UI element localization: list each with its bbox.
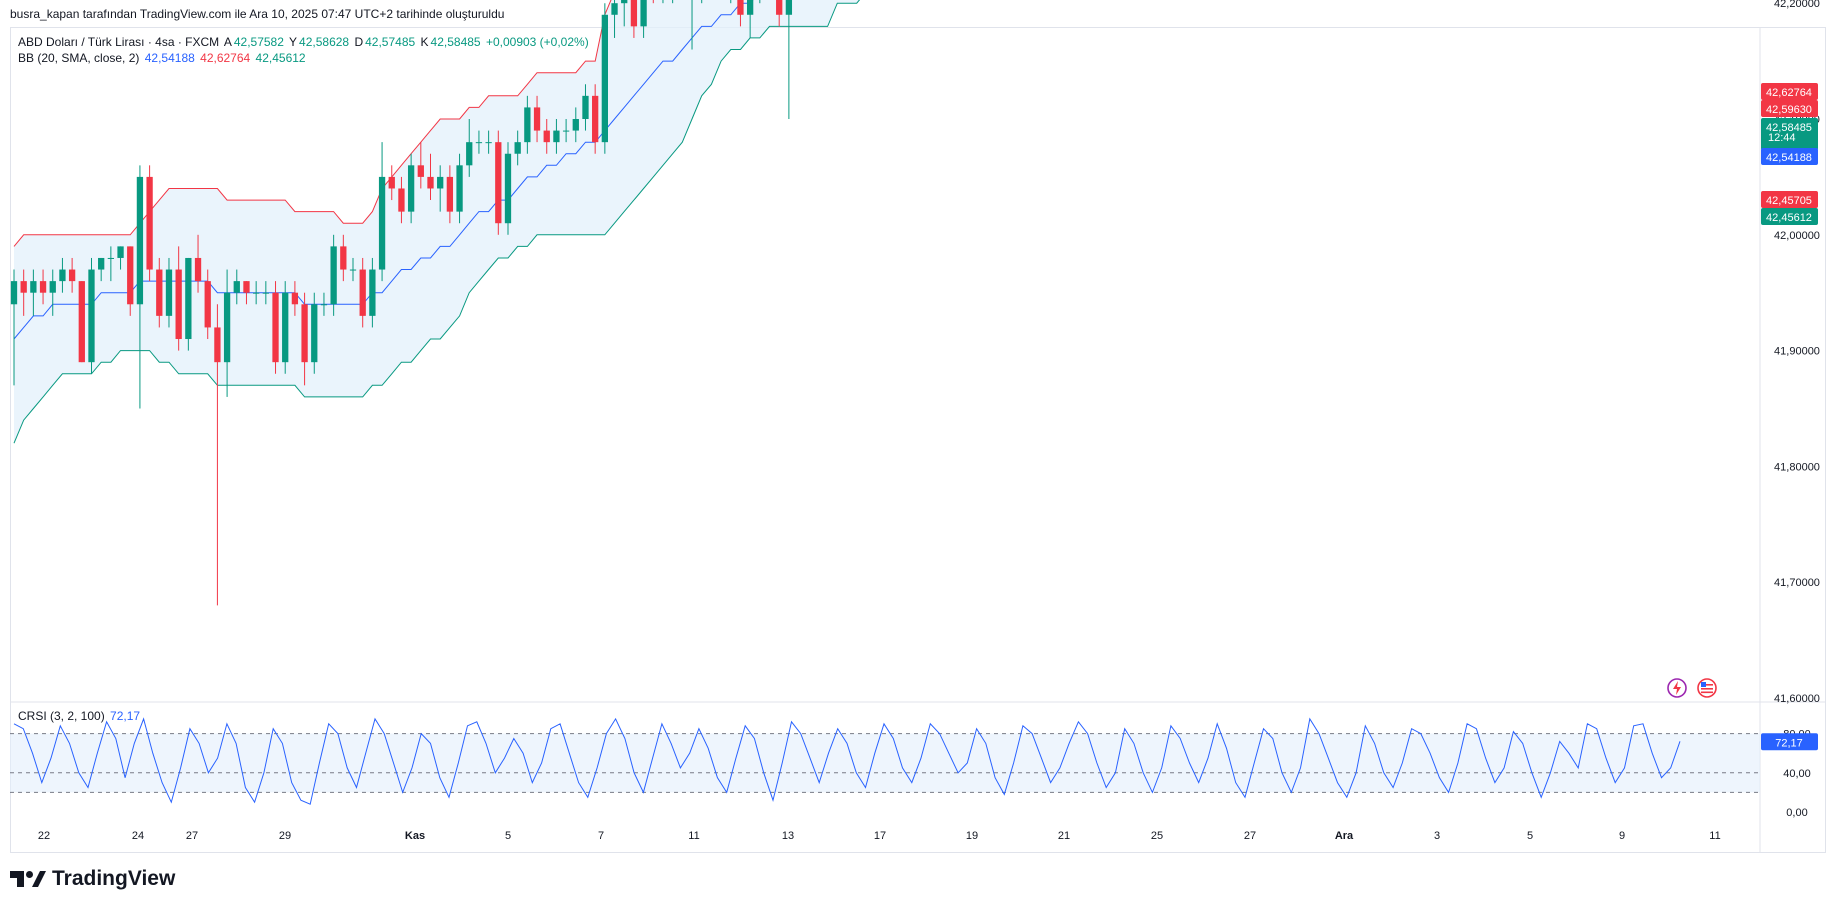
tradingview-logo-icon: [10, 871, 46, 887]
high-value: 42,58628: [299, 35, 350, 49]
symbol-name[interactable]: ABD Doları / Türk Lirası · 4sa · FXCM: [18, 35, 220, 49]
close-value: 42,58485: [430, 35, 481, 49]
candle-body: [776, 0, 783, 15]
crsi-legend: CRSI (3, 2, 100) 72,17: [18, 709, 142, 723]
tradingview-wordmark: TradingView: [52, 867, 176, 890]
chart-caption: busra_kapan tarafından TradingView.com i…: [10, 7, 505, 21]
candle-body: [737, 0, 744, 15]
candle-body: [785, 0, 793, 15]
open-value: 42,57582: [233, 35, 284, 49]
bb-label[interactable]: BB (20, SMA, close, 2): [18, 51, 140, 65]
bb-basis-value: 42,54188: [144, 51, 195, 65]
low-label: D: [354, 35, 364, 49]
candle-body: [621, 0, 628, 4]
price-tick-label: 42,20000: [1774, 0, 1820, 10]
tradingview-logo[interactable]: TradingView: [10, 867, 175, 891]
change-value: +0,00903 (+0,02%): [485, 35, 589, 49]
candle-body: [611, 3, 618, 15]
bb-upper-value: 42,62764: [200, 51, 251, 65]
high-label: Y: [289, 35, 298, 49]
open-label: A: [223, 35, 232, 49]
crsi-label[interactable]: CRSI (3, 2, 100): [18, 709, 105, 723]
candle-body: [630, 0, 638, 27]
low-value: 42,57485: [365, 35, 416, 49]
candle-body: [746, 0, 754, 15]
bb-lower-value: 42,45612: [255, 51, 306, 65]
close-label: K: [420, 35, 429, 49]
crsi-value: 72,17: [110, 709, 141, 723]
bb-legend: BB (20, SMA, close, 2) 42,54188 42,62764…: [18, 51, 308, 65]
candle-body: [640, 0, 647, 27]
chart-frame[interactable]: [10, 27, 1826, 853]
